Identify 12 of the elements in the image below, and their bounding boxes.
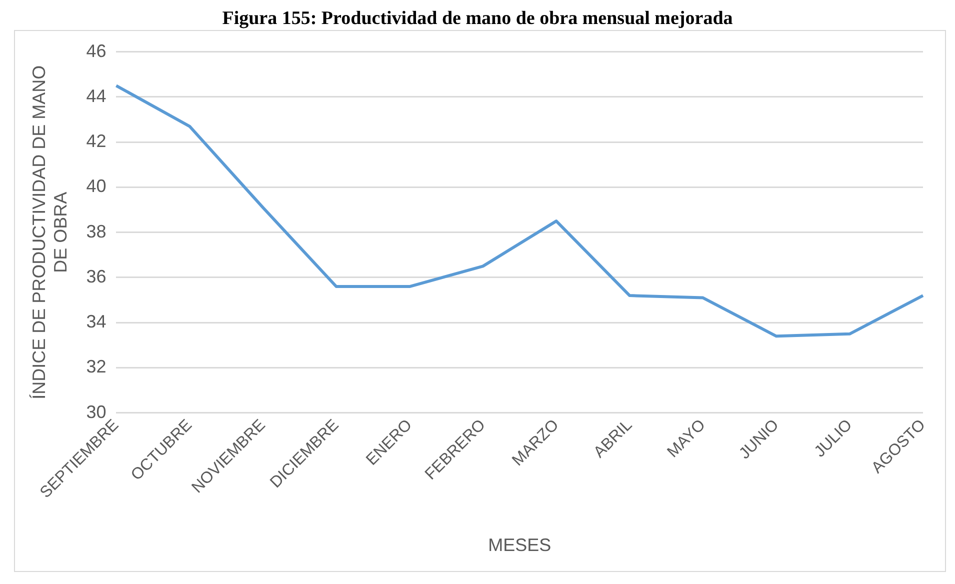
- y-tick-label: 34: [86, 312, 106, 332]
- y-tick-label: 46: [86, 40, 106, 61]
- chart-title: Figura 155: Productividad de mano de obra mensual mejorada: [221, 8, 734, 30]
- y-tick-label: 32: [86, 356, 106, 377]
- y-tick-label: 40: [86, 176, 106, 196]
- y-tick-label: 44: [86, 86, 106, 106]
- y-tick-label: 30: [86, 402, 106, 422]
- y-tick-label: 38: [86, 221, 106, 242]
- x-axis-title: MESES: [488, 535, 552, 556]
- y-tick-label: 42: [86, 131, 106, 152]
- y-tick-label: 36: [86, 266, 106, 286]
- y-axis-title: ÍNDICE DE PRODUCTIVIDAD DE MANO DE OBRA: [28, 65, 70, 400]
